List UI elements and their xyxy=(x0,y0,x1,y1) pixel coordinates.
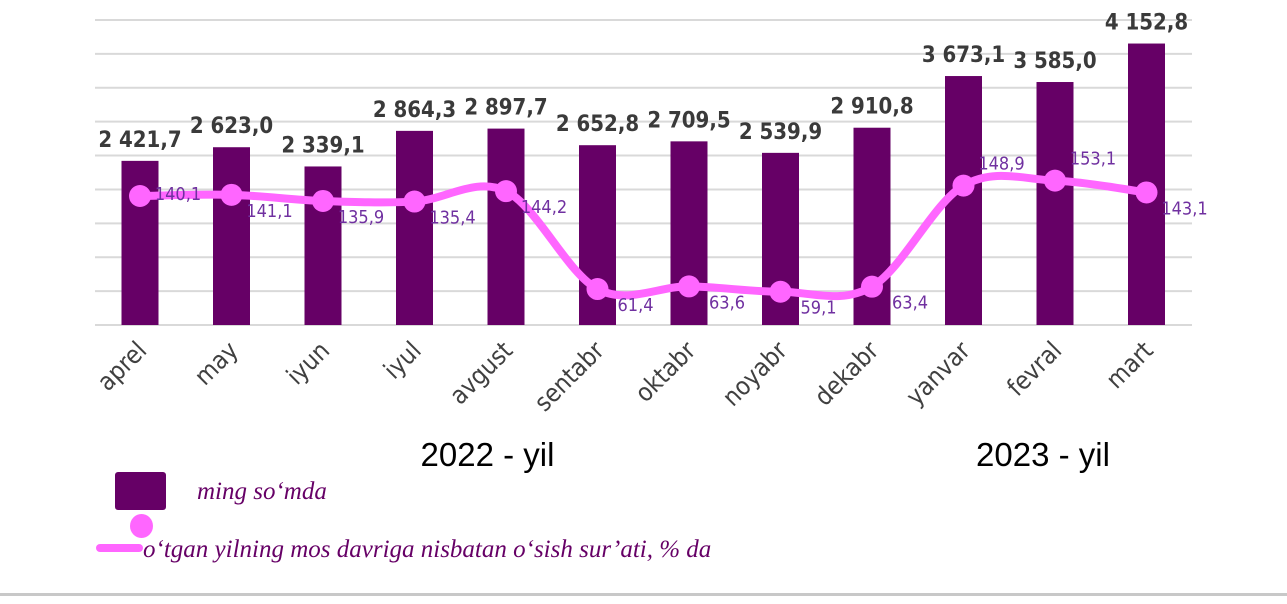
line-data-label: 59,1 xyxy=(800,298,836,319)
x-tick-label: mart xyxy=(1100,336,1159,395)
bar-data-label: 2 864,3 xyxy=(373,98,456,123)
x-tick-label: aprel xyxy=(92,336,153,397)
bar xyxy=(487,128,525,325)
bar-data-label: 2 339,1 xyxy=(281,133,364,158)
bar-data-label: 2 897,7 xyxy=(464,96,547,121)
line-data-label: 135,4 xyxy=(429,208,475,229)
legend-line-marker xyxy=(130,514,153,538)
x-tick-label: iyun xyxy=(281,336,336,391)
line-marker xyxy=(952,174,975,197)
bar xyxy=(1036,82,1074,326)
bar-data-label: 3 585,0 xyxy=(1013,49,1096,74)
divider xyxy=(0,593,1287,596)
line-data-label: 135,9 xyxy=(338,207,384,228)
x-tick-label: oktabr xyxy=(629,335,702,408)
x-tick-label: fevral xyxy=(1001,336,1067,402)
line-marker xyxy=(495,180,517,203)
bar xyxy=(670,141,708,325)
line-marker xyxy=(220,183,243,206)
year-label: 2023 - yil xyxy=(976,436,1110,473)
year-band-2023: 2023 - yil xyxy=(876,436,1210,473)
line-marker xyxy=(861,275,883,298)
x-tick-label: may xyxy=(189,336,244,391)
line-marker xyxy=(403,190,426,213)
line-data-label: 63,6 xyxy=(709,292,745,313)
legend-line-swatch xyxy=(96,544,143,552)
x-tick-label: dekabr xyxy=(809,335,885,411)
legend-bar-label: ming so‘mda xyxy=(197,478,327,505)
bar-data-label: 4 152,8 xyxy=(1105,11,1188,36)
x-tick-label: noyabr xyxy=(717,335,794,412)
line-marker xyxy=(678,275,700,298)
x-tick-label: sentabr xyxy=(528,335,610,417)
line-marker xyxy=(129,185,151,208)
line-marker xyxy=(312,189,334,212)
bar-data-label: 2 652,8 xyxy=(556,112,639,137)
bar-data-label: 2 910,8 xyxy=(830,95,913,120)
line-data-label: 61,4 xyxy=(617,295,653,316)
line-data-label: 63,4 xyxy=(892,293,928,314)
bar-data-label: 3 673,1 xyxy=(922,43,1005,68)
x-tick-label: avgust xyxy=(444,336,518,410)
x-tick-label: yanvar xyxy=(900,335,976,411)
bar-data-label: 2 539,9 xyxy=(739,120,822,145)
line-marker xyxy=(769,280,792,303)
line-marker xyxy=(1044,169,1066,192)
legend-bar-swatch xyxy=(115,472,166,510)
bar-data-label: 2 421,7 xyxy=(98,128,181,153)
bar xyxy=(213,147,250,325)
line-data-label: 143,1 xyxy=(1161,198,1207,219)
line-data-label: 153,1 xyxy=(1070,149,1116,170)
line-data-label: 140,1 xyxy=(155,184,201,205)
x-tick-label: iyul xyxy=(378,336,427,385)
legend-line-label: o‘tgan yilning mos davriga nisbatan o‘si… xyxy=(143,536,712,563)
bar xyxy=(396,130,433,325)
year-label: 2022 - yil xyxy=(420,436,555,473)
line-marker xyxy=(586,278,609,301)
growth-line xyxy=(136,171,1151,301)
bar-data-label: 2 623,0 xyxy=(190,114,273,139)
bar-data-label: 2 709,5 xyxy=(647,108,730,133)
line-data-label: 141,1 xyxy=(246,201,292,222)
line-marker xyxy=(1135,181,1158,204)
line-data-label: 148,9 xyxy=(978,154,1024,175)
line-data-label: 144,2 xyxy=(521,197,567,218)
year-band-2022: 2022 - yil xyxy=(99,436,876,473)
